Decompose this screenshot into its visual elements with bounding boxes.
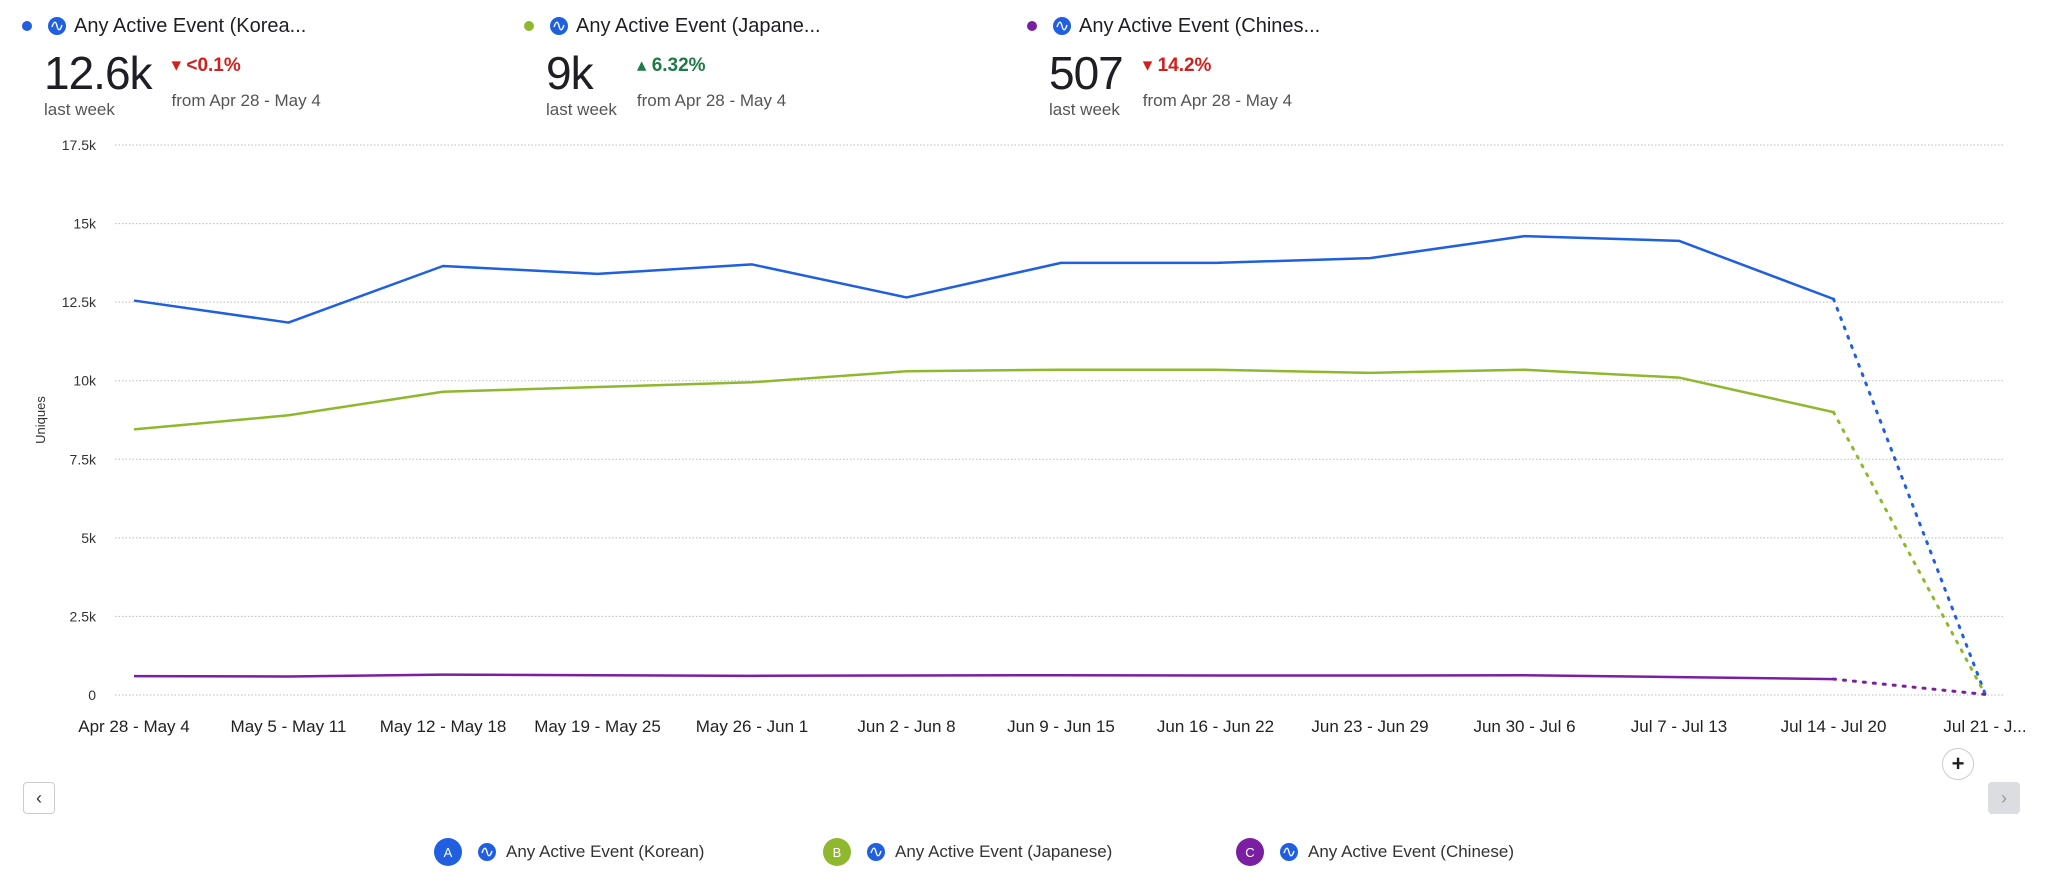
- amplitude-event-icon: [478, 843, 496, 861]
- metric-title[interactable]: Any Active Event (Korea...: [74, 14, 307, 37]
- series-line-C: [133, 673, 1834, 681]
- amplitude-event-icon: [1053, 17, 1071, 35]
- amplitude-event-icon: [550, 17, 568, 35]
- x-tick-label: Jun 16 - Jun 22: [1157, 717, 1274, 736]
- series-incomplete-line-A: [1832, 297, 1987, 695]
- series-badge: B: [823, 838, 851, 866]
- metric-title[interactable]: Any Active Event (Chines...: [1079, 14, 1321, 37]
- y-tick-label: 10k: [73, 373, 97, 389]
- amplitude-event-icon: [48, 17, 66, 35]
- metric-value-label: last week: [1049, 100, 1120, 119]
- chevron-right-icon: ›: [2001, 787, 2007, 808]
- metric-value: 507: [1049, 47, 1124, 99]
- x-tick-label: Jun 30 - Jul 6: [1473, 717, 1575, 736]
- chevron-left-icon: ‹: [36, 787, 42, 808]
- metric-change-label: from Apr 28 - May 4: [636, 91, 787, 110]
- metric-value: 12.6k: [44, 47, 153, 99]
- metric-chinese: Any Active Event (Chines... 507 last week…: [1027, 12, 1320, 120]
- metric-title[interactable]: Any Active Event (Japane...: [576, 14, 821, 37]
- x-tick-label: Jul 21 - J...: [1943, 717, 2026, 736]
- metric-change-label: from Apr 28 - May 4: [171, 91, 321, 110]
- legend-label: Any Active Event (Korean): [506, 842, 705, 861]
- series-badge: C: [1236, 838, 1264, 866]
- metric-change: 6.32%: [651, 55, 706, 76]
- x-tick-label: May 12 - May 18: [380, 717, 507, 736]
- x-tick-label: May 5 - May 11: [231, 717, 347, 736]
- metric-value-label: last week: [44, 100, 115, 119]
- y-tick-label: 0: [88, 687, 96, 703]
- metric-change: <0.1%: [186, 55, 241, 76]
- x-tick-label: Jun 23 - Jun 29: [1311, 717, 1428, 736]
- x-tick-label: May 26 - Jun 1: [696, 717, 808, 736]
- metric-change-label: from Apr 28 - May 4: [1142, 91, 1293, 110]
- y-tick-label: 15k: [73, 216, 97, 232]
- legend-item-b[interactable]: B Any Active Event (Japanese): [823, 838, 1112, 866]
- series-incomplete-line-B: [1832, 410, 1987, 696]
- metric-value-label: last week: [546, 100, 617, 119]
- amplitude-event-icon: [867, 843, 885, 861]
- scroll-left-button[interactable]: ‹: [23, 782, 55, 814]
- amplitude-event-icon: [1280, 843, 1298, 861]
- add-annotation-button[interactable]: +: [1942, 748, 1974, 780]
- legend-item-c[interactable]: C Any Active Event (Chinese): [1236, 838, 1514, 866]
- x-tick-label: Jul 7 - Jul 13: [1631, 717, 1727, 736]
- y-tick-label: 12.5k: [62, 294, 97, 310]
- series-dot-b: [524, 21, 534, 31]
- series-incomplete-line-C: [1832, 677, 1987, 696]
- down-arrow-icon: ▾: [1142, 55, 1158, 76]
- metric-value: 9k: [546, 47, 594, 99]
- series-dot-a: [22, 21, 32, 31]
- legend-label: Any Active Event (Japanese): [895, 842, 1113, 861]
- series-dot-c: [1027, 21, 1037, 31]
- y-tick-label: 2.5k: [70, 608, 97, 624]
- legend-label: Any Active Event (Chinese): [1308, 842, 1514, 861]
- down-arrow-icon: ▾: [171, 55, 187, 76]
- x-tick-label: Apr 28 - May 4: [78, 717, 190, 736]
- metric-change: 14.2%: [1157, 55, 1212, 76]
- scroll-right-button[interactable]: ›: [1988, 782, 2020, 814]
- y-tick-label: 7.5k: [70, 451, 97, 467]
- y-axis-label: Uniques: [33, 396, 48, 444]
- x-tick-label: Jun 2 - Jun 8: [857, 717, 955, 736]
- series-badge: A: [434, 838, 462, 866]
- x-tick-label: Jul 14 - Jul 20: [1781, 717, 1887, 736]
- x-tick-label: May 19 - May 25: [534, 717, 661, 736]
- y-tick-label: 5k: [81, 530, 97, 546]
- x-tick-label: Jun 9 - Jun 15: [1007, 717, 1115, 736]
- metric-korean: Any Active Event (Korea... 12.6k last wee…: [22, 12, 321, 120]
- metric-japanese: Any Active Event (Japane... 9k last week …: [524, 12, 821, 120]
- up-arrow-icon: ▴: [636, 55, 652, 76]
- legend-item-a[interactable]: A Any Active Event (Korean): [434, 838, 704, 866]
- plus-icon: +: [1951, 751, 1965, 776]
- y-tick-label: 17.5k: [62, 137, 97, 153]
- series-line-A: [133, 234, 1834, 324]
- series-line-B: [133, 368, 1834, 431]
